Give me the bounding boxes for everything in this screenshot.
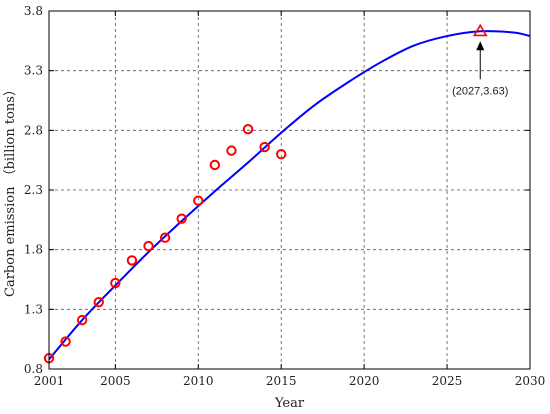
- fitted-curve: [48, 30, 531, 361]
- x-tick-label: 2005: [100, 374, 131, 388]
- y-tick-label: 3.3: [24, 64, 43, 78]
- x-tick-label: 2015: [266, 374, 297, 388]
- x-tick-label: 2025: [432, 374, 463, 388]
- peak-marker: [472, 23, 488, 37]
- data-point: [209, 159, 221, 171]
- y-tick-label: 2.8: [24, 123, 43, 137]
- y-tick-label: 3.8: [24, 4, 43, 18]
- x-axis-title: Year: [274, 396, 305, 411]
- annotation-arrow-head: [476, 41, 485, 51]
- data-point: [259, 141, 270, 153]
- data-point: [110, 277, 121, 289]
- y-tick-label: 1.3: [24, 302, 43, 316]
- data-point: [159, 232, 171, 243]
- data-point: [93, 296, 104, 308]
- data-point: [242, 123, 254, 135]
- grid-lines: [49, 11, 530, 369]
- annotations: (2027,3.63): [452, 41, 508, 97]
- y-axis-title: Carbon emission （billion tons）: [3, 83, 18, 297]
- y-tick-label: 2.3: [24, 183, 43, 197]
- annotation-label: (2027,3.63): [452, 85, 508, 97]
- data-point: [276, 149, 287, 160]
- data-series: [43, 23, 531, 364]
- data-point: [143, 240, 154, 252]
- data-point: [60, 336, 71, 347]
- data-point: [76, 314, 88, 326]
- data-point: [176, 213, 187, 224]
- data-point: [126, 255, 138, 266]
- x-tick-label: 2030: [515, 374, 546, 388]
- x-tick-label: 2020: [349, 374, 380, 388]
- x-tick-label: 2001: [34, 374, 65, 388]
- y-tick-label: 0.8: [24, 362, 43, 376]
- data-point: [193, 195, 204, 206]
- x-tick-label: 2010: [183, 374, 214, 388]
- data-point: [226, 145, 237, 156]
- y-tick-label: 1.8: [24, 243, 43, 257]
- axis-ticks: 2001 2005 2010 2015 2020 2025 2030 0.8 1.3 1.8 2.3…: [24, 4, 545, 388]
